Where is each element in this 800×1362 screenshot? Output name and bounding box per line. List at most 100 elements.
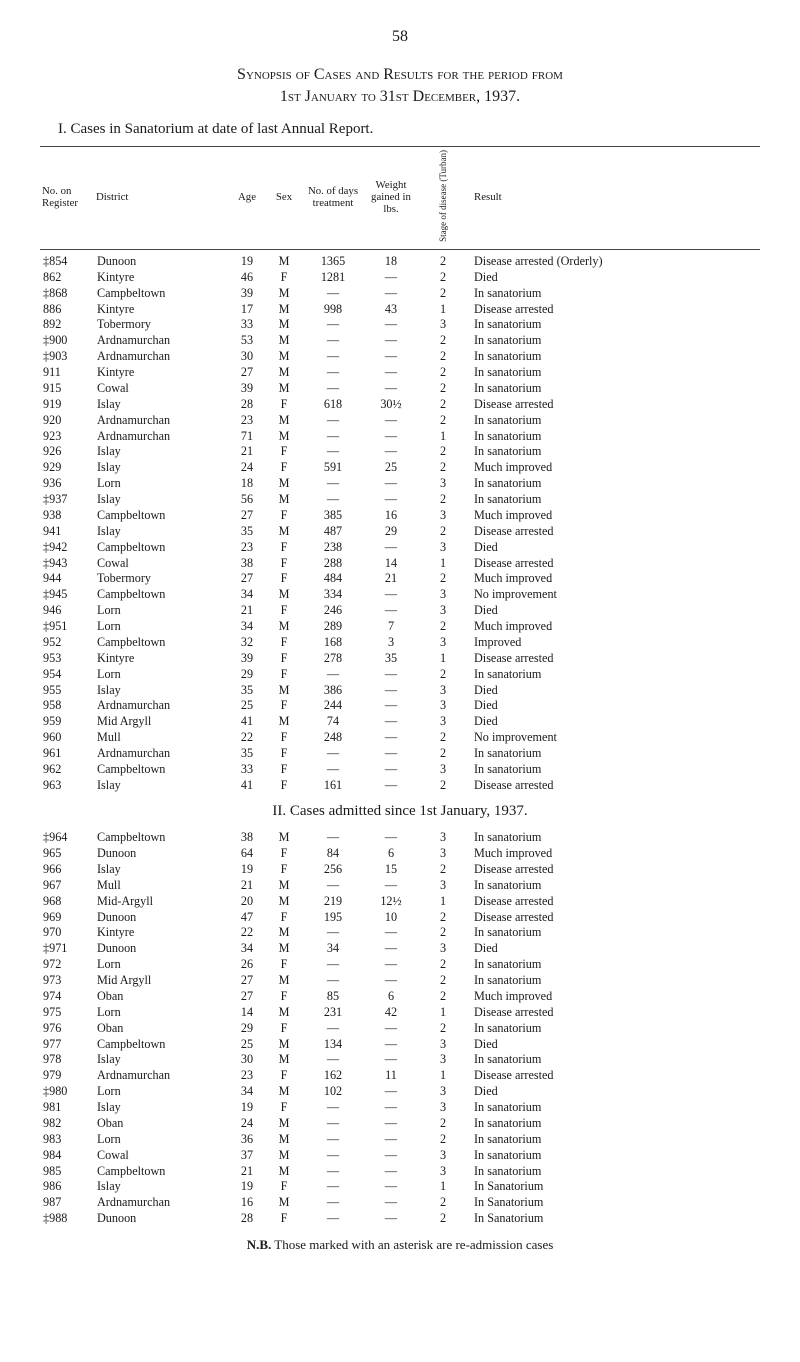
- cell-no: 985: [40, 1163, 94, 1179]
- cell-stage: 3: [418, 1163, 468, 1179]
- cell-no: 946: [40, 603, 94, 619]
- cell-age: 29: [228, 1020, 266, 1036]
- cell-result: In sanatorium: [468, 1131, 760, 1147]
- cell-sex: F: [266, 444, 302, 460]
- cell-age: 27: [228, 571, 266, 587]
- cell-stage: 2: [418, 460, 468, 476]
- cell-weight: —: [364, 492, 418, 508]
- cell-result: In sanatorium: [468, 492, 760, 508]
- cell-district: Cowal: [94, 555, 228, 571]
- cell-sex: F: [266, 634, 302, 650]
- cell-no: 983: [40, 1131, 94, 1147]
- cell-age: 34: [228, 1084, 266, 1100]
- cell-district: Mid-Argyll: [94, 893, 228, 909]
- cell-days: —: [302, 877, 364, 893]
- cell-sex: M: [266, 826, 302, 845]
- cell-sex: F: [266, 1068, 302, 1084]
- cell-age: 38: [228, 826, 266, 845]
- table-row: 920Ardnamurchan23M——2In sanatorium: [40, 412, 760, 428]
- cell-age: 29: [228, 666, 266, 682]
- table-row: ‡943Cowal38F288141Disease arrested: [40, 555, 760, 571]
- cell-weight: 42: [364, 1004, 418, 1020]
- cell-result: Disease arrested: [468, 650, 760, 666]
- cell-district: Dunoon: [94, 846, 228, 862]
- cell-stage: 1: [418, 301, 468, 317]
- table-row: ‡900Ardnamurchan53M——2In sanatorium: [40, 333, 760, 349]
- cell-days: —: [302, 1131, 364, 1147]
- cell-stage: 3: [418, 761, 468, 777]
- cell-district: Campbeltown: [94, 1036, 228, 1052]
- table-row: 981Islay19F——3In sanatorium: [40, 1100, 760, 1116]
- cell-stage: 1: [418, 428, 468, 444]
- cell-stage: 2: [418, 730, 468, 746]
- cell-district: Campbeltown: [94, 285, 228, 301]
- cell-sex: F: [266, 698, 302, 714]
- cell-no: 954: [40, 666, 94, 682]
- cell-stage: 2: [418, 333, 468, 349]
- cell-days: —: [302, 349, 364, 365]
- cell-sex: M: [266, 476, 302, 492]
- cell-days: —: [302, 412, 364, 428]
- cell-result: In Sanatorium: [468, 1211, 760, 1227]
- cell-days: —: [302, 1179, 364, 1195]
- cell-sex: M: [266, 301, 302, 317]
- cell-weight: —: [364, 761, 418, 777]
- cell-stage: 3: [418, 317, 468, 333]
- cell-sex: F: [266, 846, 302, 862]
- cell-stage: 2: [418, 1131, 468, 1147]
- cell-age: 56: [228, 492, 266, 508]
- cell-days: —: [302, 1147, 364, 1163]
- cell-no: 952: [40, 634, 94, 650]
- cell-result: In sanatorium: [468, 746, 760, 762]
- cell-result: In sanatorium: [468, 444, 760, 460]
- table-row: 953Kintyre39F278351Disease arrested: [40, 650, 760, 666]
- cell-stage: 3: [418, 1147, 468, 1163]
- cell-result: Died: [468, 1084, 760, 1100]
- cell-no: 862: [40, 269, 94, 285]
- cell-stage: 2: [418, 1020, 468, 1036]
- table-row: 946Lorn21F246—3Died: [40, 603, 760, 619]
- cell-sex: F: [266, 730, 302, 746]
- cell-weight: 21: [364, 571, 418, 587]
- cell-district: Islay: [94, 460, 228, 476]
- cell-days: —: [302, 476, 364, 492]
- cell-weight: —: [364, 428, 418, 444]
- cell-sex: M: [266, 249, 302, 269]
- table-row: 968Mid-Argyll20M21912½1Disease arrested: [40, 893, 760, 909]
- table-row: 929Islay24F591252Much improved: [40, 460, 760, 476]
- cell-weight: —: [364, 603, 418, 619]
- cell-age: 24: [228, 1115, 266, 1131]
- cell-district: Kintyre: [94, 925, 228, 941]
- cell-days: 219: [302, 893, 364, 909]
- cell-sex: M: [266, 428, 302, 444]
- table-row: 972Lorn26F——2In sanatorium: [40, 957, 760, 973]
- cell-days: 168: [302, 634, 364, 650]
- cell-sex: M: [266, 285, 302, 301]
- cell-result: In sanatorium: [468, 1052, 760, 1068]
- cell-age: 47: [228, 909, 266, 925]
- cell-weight: 18: [364, 249, 418, 269]
- cell-stage: 3: [418, 826, 468, 845]
- cell-district: Lorn: [94, 1131, 228, 1147]
- cell-sex: F: [266, 603, 302, 619]
- cell-age: 64: [228, 846, 266, 862]
- cell-no: 938: [40, 507, 94, 523]
- cell-sex: M: [266, 365, 302, 381]
- cell-no: 967: [40, 877, 94, 893]
- cell-no: 978: [40, 1052, 94, 1068]
- table-row: 959Mid Argyll41M74—3Died: [40, 714, 760, 730]
- cell-district: Islay: [94, 861, 228, 877]
- cell-weight: —: [364, 682, 418, 698]
- cell-district: Ardnamurchan: [94, 1068, 228, 1084]
- cell-result: In sanatorium: [468, 925, 760, 941]
- table-row: 958Ardnamurchan25F244—3Died: [40, 698, 760, 714]
- cell-sex: M: [266, 973, 302, 989]
- cell-result: Died: [468, 714, 760, 730]
- cell-sex: F: [266, 861, 302, 877]
- cell-sex: F: [266, 460, 302, 476]
- table-row: 969Dunoon47F195102Disease arrested: [40, 909, 760, 925]
- table-row: ‡854Dunoon19M1365182Disease arrested (Or…: [40, 249, 760, 269]
- cell-age: 23: [228, 412, 266, 428]
- cell-district: Oban: [94, 988, 228, 1004]
- cell-days: —: [302, 666, 364, 682]
